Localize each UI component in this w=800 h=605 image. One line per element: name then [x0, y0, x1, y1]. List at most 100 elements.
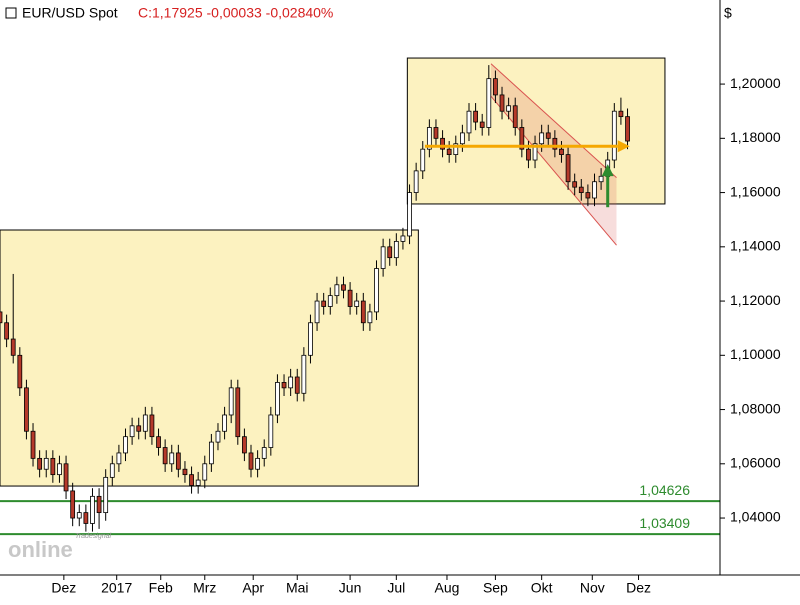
- candle-body: [532, 143, 538, 161]
- candle-body: [182, 468, 188, 476]
- chart-subtitle: C:1,17925 -0,00033 -0,02840%: [138, 5, 333, 21]
- candle-body: [248, 452, 254, 470]
- channel-line: [490, 63, 617, 179]
- candle-body: [109, 463, 115, 478]
- x-tick-label: Okt: [531, 580, 553, 596]
- y-tick-label: 1,06000: [730, 455, 781, 471]
- checkbox-icon[interactable]: [5, 7, 17, 19]
- x-tick-label: Sep: [483, 580, 508, 596]
- x-tick-label: Dez: [626, 580, 651, 596]
- candle-body: [30, 430, 36, 459]
- candle-body: [374, 268, 379, 313]
- x-tick-label: Feb: [149, 580, 173, 596]
- candle-body: [413, 170, 419, 193]
- x-tick-label: Mai: [286, 580, 309, 596]
- candle-body: [202, 463, 208, 481]
- candle-body: [83, 512, 89, 524]
- candle-body: [142, 414, 148, 432]
- x-tick-label: Jun: [339, 580, 362, 596]
- x-tick-label: 2017: [101, 580, 132, 596]
- candle-body: [446, 148, 452, 155]
- candle-body: [261, 447, 267, 459]
- zone: [406, 57, 666, 205]
- y-tick-label: 1,10000: [730, 346, 781, 362]
- candle-body: [453, 143, 459, 155]
- candle-body: [393, 240, 399, 259]
- candle-body: [57, 463, 62, 476]
- x-tick-label: Dez: [51, 580, 76, 596]
- candle-body: [572, 181, 578, 188]
- candle-body: [116, 452, 122, 465]
- channel-fill: [491, 63, 617, 246]
- candle-body: [208, 441, 214, 465]
- candle-body: [327, 295, 333, 307]
- y-tick-label: 1,08000: [730, 400, 781, 416]
- y-tick-label: 1,14000: [730, 238, 781, 254]
- y-tick-label: 1,04000: [730, 509, 781, 525]
- candle-body: [43, 457, 49, 470]
- candle-body: [175, 452, 181, 470]
- candle-body: [585, 192, 591, 199]
- candle-body: [0, 311, 3, 324]
- candle-body: [288, 376, 294, 389]
- candle-body: [486, 78, 492, 128]
- candle-body: [195, 479, 201, 486]
- candle-body: [308, 322, 313, 356]
- candle-body: [24, 387, 29, 432]
- candle-body: [156, 436, 161, 448]
- candle-body: [149, 414, 155, 438]
- candle-body: [275, 382, 280, 416]
- candle-body: [70, 490, 76, 519]
- channel-line: [490, 95, 617, 246]
- y-tick-label: 1,16000: [730, 183, 781, 199]
- arrow-head: [601, 164, 614, 177]
- candle-body: [129, 425, 135, 438]
- candle-body: [552, 137, 558, 150]
- y-tick-label: 1,18000: [730, 129, 781, 145]
- candle-body: [235, 387, 241, 438]
- candle-body: [360, 300, 366, 324]
- candle-body: [559, 148, 564, 155]
- x-tick-label: Jul: [387, 580, 405, 596]
- candle-body: [162, 447, 168, 465]
- candle-body: [433, 127, 439, 139]
- x-tick-label: Mrz: [193, 580, 216, 596]
- candle-body: [334, 284, 340, 297]
- candle-body: [473, 110, 478, 123]
- candle-body: [50, 457, 56, 476]
- candle-body: [592, 181, 597, 199]
- y-axis-label: $: [724, 5, 732, 21]
- candle-body: [611, 110, 617, 161]
- candle-body: [90, 495, 95, 524]
- candle-body: [578, 186, 584, 193]
- candle-body: [281, 382, 287, 389]
- candle-body: [215, 430, 221, 443]
- chart-title: EUR/USD Spot: [22, 5, 118, 21]
- x-tick-label: Nov: [580, 580, 605, 596]
- candle-body: [37, 457, 43, 470]
- plot-area: [0, 57, 720, 536]
- candle-body: [512, 105, 518, 128]
- candle-body: [426, 127, 432, 150]
- candle-body: [123, 436, 128, 454]
- candle-body: [17, 354, 23, 389]
- candle-body: [598, 175, 604, 183]
- candle-body: [545, 132, 551, 139]
- candle-body: [466, 110, 472, 134]
- candle-body: [400, 235, 406, 242]
- candle-body: [301, 354, 307, 394]
- candle-body: [76, 512, 82, 519]
- candle-body: [380, 246, 386, 269]
- candle-body: [294, 376, 300, 394]
- candle-body: [136, 425, 142, 432]
- arrow-head: [617, 140, 630, 153]
- candle-body: [10, 338, 16, 356]
- y-tick-label: 1,20000: [730, 75, 781, 91]
- x-tick-label: Apr: [242, 580, 264, 596]
- candle-body: [314, 300, 320, 324]
- candle-body: [565, 154, 571, 183]
- candle-body: [460, 132, 465, 145]
- candle-body: [169, 452, 175, 465]
- candle-body: [506, 105, 512, 112]
